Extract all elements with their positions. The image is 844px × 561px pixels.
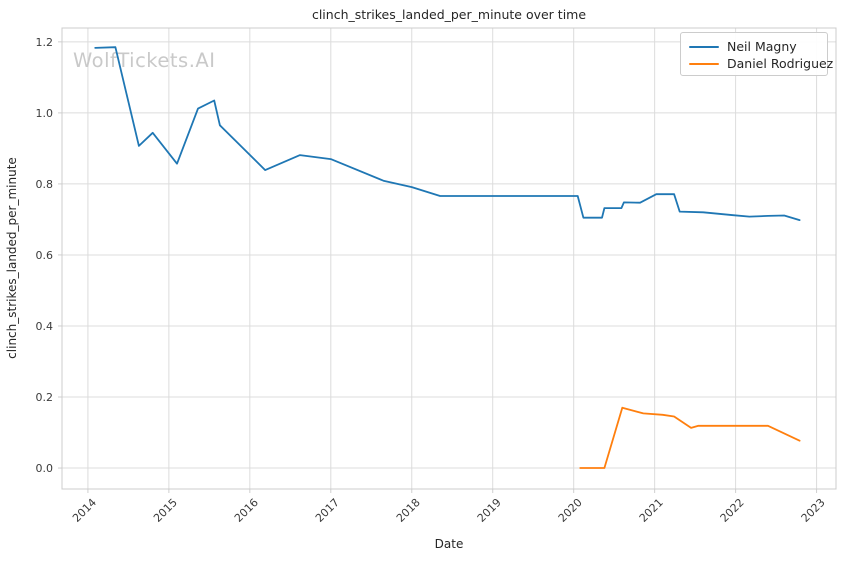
legend-item-neil-magny: Neil Magny	[689, 38, 819, 55]
y-tick-label: 1.0	[36, 107, 54, 120]
legend-label: Daniel Rodriguez	[727, 56, 834, 71]
x-tick-label: 2015	[151, 496, 180, 525]
legend-label: Neil Magny	[727, 39, 797, 54]
x-tick-label: 2020	[556, 496, 585, 525]
y-axis-label: clinch_strikes_landed_per_minute	[5, 157, 19, 359]
x-axis-label: Date	[435, 537, 464, 551]
series-line-daniel-rodriguez	[579, 406, 801, 469]
y-tick-label: 0.8	[36, 178, 54, 191]
series-line-neil-magny	[94, 46, 801, 222]
gridlines	[62, 28, 836, 489]
legend-item-daniel-rodriguez: Daniel Rodriguez	[689, 55, 833, 72]
y-tick-label: 0.4	[36, 320, 54, 333]
plot-border	[61, 27, 837, 490]
x-tick-label: 2016	[232, 496, 261, 525]
watermark: WolfTickets.AI	[73, 49, 216, 72]
legend-line-sample	[689, 62, 719, 65]
y-tick-label: 0.2	[36, 391, 54, 404]
x-tick-labels: 2014 2015 2016 2017 2018 2019 2020 2021 2022 2023	[70, 496, 828, 525]
x-tick-label: 2014	[70, 496, 99, 525]
legend: Neil Magny Daniel Rodriguez	[680, 32, 833, 76]
x-tick-label: 2021	[637, 496, 666, 525]
tick-marks	[58, 41, 818, 493]
series-lines	[94, 46, 801, 469]
x-tick-label: 2023	[799, 496, 828, 525]
y-tick-labels: 0.0 0.2 0.4 0.6 0.8 1.0 1.2	[36, 36, 54, 475]
x-tick-label: 2018	[394, 496, 423, 525]
y-tick-label: 0.6	[36, 249, 54, 262]
legend-line-sample	[689, 45, 719, 48]
x-tick-label: 2017	[313, 496, 342, 525]
chart-title: clinch_strikes_landed_per_minute over ti…	[312, 7, 586, 22]
y-tick-label: 1.2	[36, 36, 54, 49]
x-tick-label: 2019	[475, 496, 504, 525]
x-tick-label: 2022	[718, 496, 747, 525]
y-tick-label: 0.0	[36, 462, 54, 475]
